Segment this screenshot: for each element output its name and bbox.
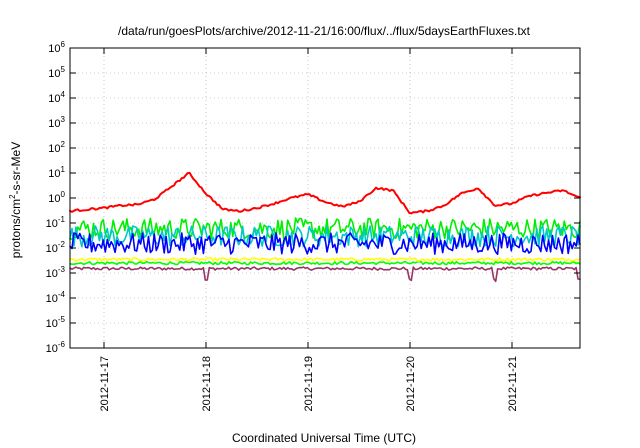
x-tick-label: 2012-11-17 <box>99 356 111 411</box>
y-tick-label: 101 <box>48 165 65 180</box>
y-tick-label: 106 <box>48 40 65 55</box>
y-axis-label: protons/cm2-s-sr-MeV <box>8 142 23 258</box>
y-tick-label: 10-2 <box>46 240 66 255</box>
series-line-6 <box>69 266 581 283</box>
x-tick-labels: 2012-11-17 2012-11-18 2012-11-19 2012-11-20… <box>99 48 519 411</box>
chart-title: /data/run/goesPlots/archive/2012-11-21/1… <box>118 24 531 38</box>
series-line-4 <box>69 257 581 262</box>
x-tick-label: 2012-11-21 <box>507 356 519 411</box>
grid-lines <box>70 48 580 348</box>
x-tick-label: 2012-11-20 <box>405 356 417 411</box>
y-axis-label-part-2: -s-sr-MeV <box>9 142 23 195</box>
y-tick-labels: 10-6 10-5 10-4 10-3 10-2 10-1 100 101 102 103 104 1… <box>46 40 580 355</box>
y-tick-label: 104 <box>48 90 65 105</box>
y-tick-label: 10-6 <box>46 340 66 355</box>
y-tick-label: 103 <box>48 115 65 130</box>
y-tick-label: 102 <box>48 140 65 155</box>
x-axis-label: Coordinated Universal Time (UTC) <box>232 431 416 445</box>
series-layer <box>69 171 581 283</box>
series-line-1 <box>69 217 581 240</box>
y-axis-label-exponent: 2 <box>8 194 17 199</box>
series-line-5 <box>69 260 581 266</box>
y-tick-label: 10-1 <box>46 215 66 230</box>
y-tick-label: 10-5 <box>46 315 66 330</box>
y-tick-label: 10-3 <box>46 265 66 280</box>
x-tick-label: 2012-11-19 <box>303 356 315 411</box>
y-tick-label: 10-4 <box>46 290 66 305</box>
series-line-0 <box>69 171 581 215</box>
x-tick-label: 2012-11-18 <box>201 356 213 411</box>
series-line-3 <box>69 232 581 255</box>
y-tick-label: 105 <box>48 65 65 80</box>
y-axis-label-part-1: protons/cm <box>9 199 23 258</box>
y-tick-label: 100 <box>48 190 65 205</box>
